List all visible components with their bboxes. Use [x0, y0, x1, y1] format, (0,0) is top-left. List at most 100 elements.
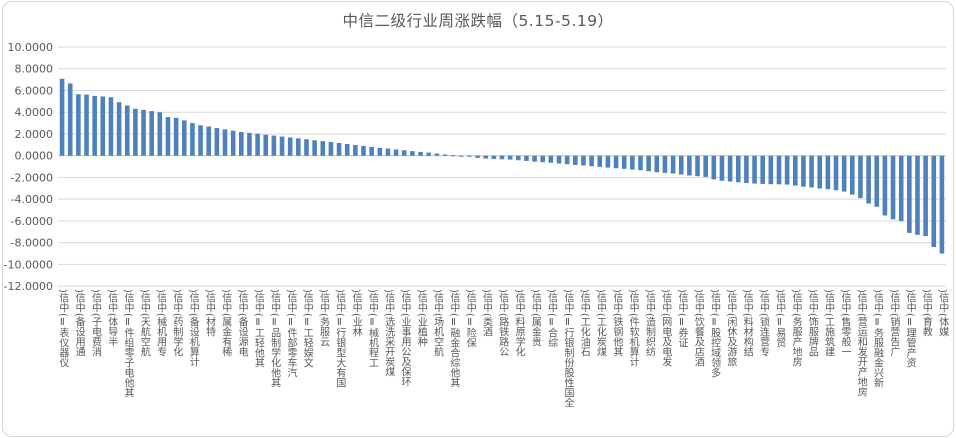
bar [133, 108, 138, 156]
bar [499, 155, 505, 160]
bar [564, 155, 570, 165]
bar [328, 142, 334, 156]
bar [931, 155, 937, 248]
bar [507, 155, 513, 160]
bar [198, 125, 203, 156]
x-axis-category-label: )信中(务服云 [317, 289, 329, 347]
x-axis-category-label: )信中(材特 [203, 289, 215, 337]
x-axis-category-label: )信中(备设用通 [73, 289, 85, 357]
bar [271, 135, 277, 156]
bar [898, 155, 904, 222]
x-axis-category-label: )信中(造制织纺 [643, 289, 655, 357]
bar [92, 95, 97, 156]
bar [296, 138, 301, 156]
x-axis-category-label: )信中(网电及电发 [659, 289, 671, 367]
bar [923, 155, 928, 237]
y-axis-tick-label: -12.0000 [4, 280, 53, 293]
bar [279, 136, 285, 156]
bar [190, 123, 195, 156]
bar [230, 130, 236, 156]
bar [255, 133, 260, 156]
x-axis-category-label: )信中(Ⅱ理管产资 [904, 289, 916, 368]
x-axis-category-label: )信中(料原学化 [513, 289, 525, 357]
bar [287, 137, 293, 156]
y-axis-tick-label: -4.0000 [11, 193, 53, 206]
x-axis-category-label: )信中(Ⅱ表仪器仪 [56, 289, 68, 368]
bar [173, 117, 179, 156]
bar [222, 129, 228, 156]
bar [703, 155, 708, 177]
x-axis-category-label: )信中(营运和发开产地房 [855, 289, 867, 397]
x-axis-category-label: )信中(体媒 [936, 289, 948, 337]
bar [866, 155, 871, 204]
y-axis-tick-label: 4.0000 [15, 106, 54, 119]
bar [124, 105, 130, 156]
bar [915, 155, 920, 235]
bar [76, 94, 81, 156]
x-axis-category-label: )信中(Ⅱ品制学化他其 [268, 289, 280, 388]
bar [589, 155, 594, 167]
bar [393, 149, 399, 156]
y-axis-tick-label: 6.0000 [15, 84, 54, 97]
x-axis-category-label: )信中(Ⅱ融金合综他其 [447, 289, 459, 388]
x-axis-category-label: )信中(工施筑建 [822, 289, 834, 357]
bar [84, 94, 89, 156]
bar [141, 109, 146, 156]
x-axis-category-label: )信中(天航空航 [138, 289, 150, 357]
bar [605, 155, 611, 168]
bar [744, 155, 749, 183]
bar [418, 151, 423, 156]
x-axis-category-label: )信中(药制学化 [170, 289, 182, 357]
bar [100, 96, 106, 156]
x-axis-category-label: )信中(料材构结 [741, 289, 753, 357]
x-axis-category-label: )信中(路铁路公 [496, 289, 508, 357]
bar [206, 126, 212, 156]
bar [630, 155, 635, 170]
bar [108, 97, 114, 156]
bar [548, 155, 554, 163]
bar [858, 155, 863, 199]
bar [320, 141, 326, 156]
x-axis-category-label: )信中(子电费消 [89, 289, 101, 357]
bar [401, 150, 407, 156]
bar [540, 155, 546, 163]
bar [410, 151, 415, 156]
bar [613, 155, 619, 169]
bar [670, 155, 676, 174]
bar [646, 155, 651, 172]
bar [654, 155, 660, 173]
y-axis-tick-label: -6.0000 [11, 215, 53, 228]
x-axis-category-label: )信中(务服产地房 [790, 289, 802, 367]
x-axis-category-label: )信中(Ⅱ合综 [545, 289, 557, 348]
bar [719, 155, 725, 181]
x-axis-category-label: )信中(锁连营专 [757, 289, 769, 357]
bar [361, 145, 366, 156]
x-axis-category-label: )信中(业事用公及保环 [399, 289, 411, 387]
bar [467, 155, 472, 157]
y-axis-tick-label: 8.0000 [15, 63, 54, 76]
bar [247, 132, 252, 156]
bar [263, 134, 269, 156]
x-axis-category-label: )信中(Ⅱ件组零子电他其 [122, 289, 134, 398]
bar [817, 155, 823, 189]
x-axis-category-label: )信中(销营告广 [887, 289, 899, 357]
bar [524, 155, 529, 161]
x-axis-category-label: )信中(场机空航 [431, 289, 443, 357]
bar [483, 155, 489, 159]
x-axis-category-label: )信中(育教 [920, 289, 932, 337]
bar [458, 155, 464, 157]
x-axis-category-label: )信中(Ⅱ工轻他其 [252, 289, 264, 368]
bar [711, 155, 717, 180]
bar [214, 127, 220, 156]
y-axis-tick-label: -8.0000 [11, 237, 53, 250]
bar [621, 155, 627, 169]
x-axis-category-label: )信中(饰服牌品 [806, 289, 818, 357]
bar [67, 83, 73, 156]
bar [825, 155, 831, 190]
chart-title: 中信二级行业周涨跌幅（5.15-5.19） [342, 12, 614, 30]
bar [695, 155, 700, 177]
x-axis-category-label: )信中(Ⅱ械机程工 [366, 289, 378, 368]
x-axis-category-label: )信中(选洗采开炭煤 [382, 289, 394, 377]
bar [116, 102, 122, 156]
